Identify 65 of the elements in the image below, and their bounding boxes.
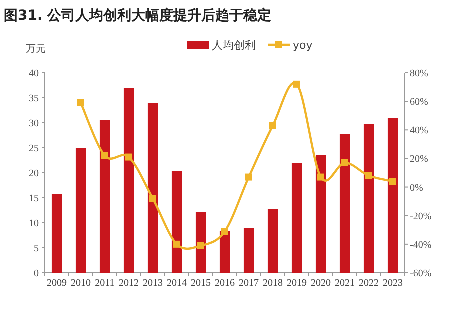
y-tick-label: 30 — [29, 118, 39, 130]
y-tick-label: 35 — [29, 94, 39, 104]
y-tick-label: 20 — [29, 168, 39, 180]
bar — [196, 212, 206, 273]
point — [294, 80, 300, 88]
point — [270, 122, 276, 130]
point — [342, 160, 348, 166]
y2-tick-label: -60% — [410, 268, 432, 280]
y-tick-label: 5 — [34, 244, 39, 254]
y2-tick-label: 40% — [410, 126, 428, 137]
legend-label: 人均创利 — [212, 39, 256, 52]
y2-tick-label: 0% — [410, 182, 424, 194]
point — [126, 154, 132, 161]
x-tick-label: 2009 — [47, 278, 67, 289]
x-tick-label: 2018 — [263, 278, 283, 289]
bar — [268, 209, 278, 273]
x-tick-label: 2022 — [359, 278, 379, 289]
x-tick-label: 2012 — [119, 278, 139, 289]
point — [198, 242, 204, 250]
x-tick-label: 2020 — [311, 278, 331, 289]
x-tick-label: 2011 — [95, 278, 115, 289]
bar — [148, 104, 158, 273]
x-tick-label: 2013 — [143, 278, 163, 289]
y2-tick-label: 20% — [410, 154, 428, 166]
bar — [76, 148, 86, 273]
bar — [220, 232, 230, 273]
point — [174, 240, 180, 248]
point — [318, 174, 324, 181]
y-tick-label: 0 — [34, 268, 39, 280]
bar — [172, 172, 182, 273]
x-tick-label: 2019 — [287, 278, 307, 289]
legend-label: yoy — [293, 39, 314, 52]
x-tick-label: 2021 — [335, 278, 355, 289]
point — [150, 195, 156, 202]
y-tick-label: 10 — [29, 218, 39, 230]
x-tick-label: 2014 — [167, 278, 187, 289]
bar — [316, 156, 326, 273]
x-tick-label: 2016 — [215, 278, 235, 289]
bar — [100, 120, 110, 273]
bar — [388, 118, 398, 273]
y-axis-title: 万元 — [26, 44, 46, 55]
y2-tick-label: 60% — [410, 97, 428, 108]
point — [102, 152, 108, 160]
point — [366, 172, 372, 180]
y2-tick-label: -20% — [410, 211, 432, 222]
point — [222, 228, 228, 236]
y-tick-label: 15 — [29, 194, 39, 204]
y2-tick-label: 80% — [410, 68, 428, 80]
y-tick-label: 25 — [29, 144, 39, 154]
x-tick-label: 2010 — [71, 278, 91, 289]
bar — [52, 194, 62, 273]
point — [246, 174, 252, 181]
x-tick-label: 2015 — [191, 278, 211, 289]
point — [390, 178, 396, 186]
bar — [244, 228, 254, 273]
chart-title: 图31. 公司人均创利大幅度提升后趋于稳定 — [4, 7, 272, 24]
x-tick-label: 2023 — [383, 278, 403, 289]
bar — [292, 163, 302, 273]
x-tick-label: 2017 — [239, 278, 259, 289]
bar — [340, 134, 350, 273]
y2-tick-label: -40% — [410, 240, 432, 251]
bar — [364, 124, 374, 273]
bar — [124, 88, 134, 273]
y-tick-label: 40 — [29, 68, 39, 80]
point — [78, 100, 84, 106]
